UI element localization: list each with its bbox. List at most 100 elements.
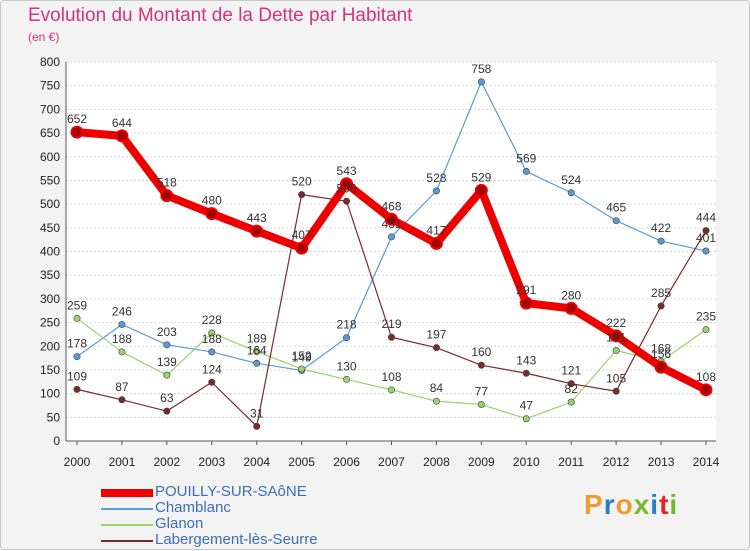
x-tick-label: 2003 — [198, 455, 225, 469]
x-tick-label: 2007 — [378, 455, 405, 469]
y-tick-label: 400 — [40, 245, 60, 259]
x-tick-label: 2008 — [423, 455, 450, 469]
data-label: 105 — [606, 371, 626, 385]
data-point — [208, 348, 216, 356]
data-label: 219 — [381, 317, 401, 331]
y-tick-label: 800 — [40, 55, 60, 69]
y-tick-label: 250 — [40, 316, 60, 330]
data-label: 431 — [381, 217, 401, 231]
data-point — [250, 224, 264, 238]
data-label: 758 — [471, 62, 491, 76]
x-tick-label: 2014 — [693, 455, 720, 469]
data-label: 443 — [247, 211, 267, 225]
data-point — [522, 415, 530, 423]
data-label: 465 — [606, 201, 626, 215]
data-label: 569 — [516, 151, 536, 165]
x-tick-label: 2002 — [154, 455, 181, 469]
data-label: 203 — [157, 325, 177, 339]
data-label: 235 — [696, 310, 716, 324]
y-tick-label: 500 — [40, 197, 60, 211]
legend-label: Labergement-lès-Seurre — [155, 531, 318, 548]
data-point — [474, 183, 488, 197]
data-point — [253, 359, 261, 367]
data-point — [385, 212, 398, 226]
data-label: 228 — [202, 313, 222, 327]
data-point — [73, 314, 81, 322]
y-tick-label: 650 — [40, 126, 60, 140]
data-label: 149 — [292, 350, 312, 364]
data-label: 543 — [337, 164, 357, 178]
data-label: 285 — [651, 286, 671, 300]
data-label: 444 — [696, 211, 716, 225]
data-point — [253, 347, 261, 355]
data-label: 109 — [67, 369, 87, 383]
data-point — [657, 237, 665, 245]
data-label: 87 — [115, 380, 129, 394]
data-label: 124 — [202, 362, 222, 376]
data-label: 143 — [516, 353, 536, 367]
data-label: 529 — [471, 170, 491, 184]
legend-swatch — [101, 524, 153, 526]
data-label: 164 — [247, 343, 267, 357]
y-tick-label: 100 — [40, 387, 60, 401]
data-point — [340, 177, 354, 191]
y-tick-label: 450 — [40, 221, 60, 235]
data-point — [567, 189, 575, 197]
data-label: 31 — [250, 406, 264, 420]
data-point — [163, 407, 171, 415]
data-label: 407 — [292, 228, 312, 242]
data-point — [298, 191, 306, 199]
legend-swatch — [101, 508, 153, 510]
x-tick-label: 2001 — [109, 455, 136, 469]
data-label: 160 — [471, 345, 491, 359]
y-tick-label: 150 — [40, 363, 60, 377]
data-point — [612, 347, 620, 355]
data-label: 191 — [606, 331, 626, 345]
data-point — [654, 360, 668, 374]
data-label: 121 — [561, 364, 581, 378]
data-label: 520 — [292, 175, 312, 189]
data-point — [205, 207, 219, 221]
data-point — [567, 380, 575, 388]
x-tick-label: 2006 — [333, 455, 360, 469]
x-tick-label: 2009 — [468, 455, 495, 469]
data-label: 528 — [426, 171, 446, 185]
x-tick-label: 2010 — [513, 455, 540, 469]
data-point — [163, 341, 171, 349]
legend-label: Glanon — [155, 515, 204, 532]
data-point — [160, 189, 174, 203]
data-point — [564, 301, 578, 315]
data-point — [429, 236, 443, 250]
x-tick-label: 2004 — [243, 455, 270, 469]
x-tick-label: 2011 — [558, 455, 584, 469]
data-point — [387, 386, 395, 394]
y-tick-label: 200 — [40, 339, 60, 353]
data-label: 168 — [651, 341, 671, 355]
data-point — [208, 378, 216, 386]
data-point — [118, 396, 126, 404]
data-point — [657, 302, 665, 310]
data-label: 506 — [337, 181, 357, 195]
legend-swatch — [101, 489, 153, 497]
x-tick-label: 2012 — [603, 455, 630, 469]
data-label: 178 — [67, 337, 87, 351]
x-tick-label: 2013 — [648, 455, 675, 469]
data-point — [612, 387, 620, 395]
data-point — [115, 129, 129, 143]
data-point — [567, 398, 575, 406]
data-point — [522, 369, 530, 377]
data-point — [298, 365, 306, 373]
data-point — [477, 78, 485, 86]
data-point — [163, 371, 171, 379]
data-label: 197 — [426, 328, 446, 342]
data-point — [699, 383, 713, 397]
y-tick-label: 700 — [40, 102, 60, 116]
y-tick-label: 600 — [40, 150, 60, 164]
chart-unit: (en €) — [28, 30, 60, 44]
data-label: 188 — [112, 332, 132, 346]
data-label: 188 — [202, 332, 222, 346]
data-label: 417 — [426, 223, 446, 237]
data-label: 222 — [606, 316, 626, 330]
